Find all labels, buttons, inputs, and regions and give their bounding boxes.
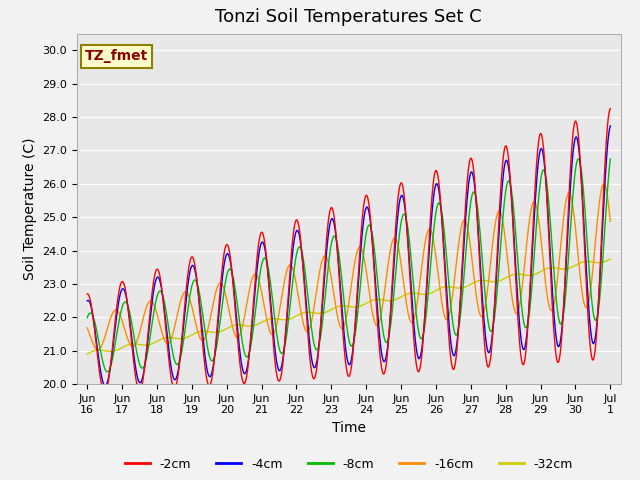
- Legend: -2cm, -4cm, -8cm, -16cm, -32cm: -2cm, -4cm, -8cm, -16cm, -32cm: [120, 453, 578, 476]
- X-axis label: Time: Time: [332, 421, 366, 435]
- Title: Tonzi Soil Temperatures Set C: Tonzi Soil Temperatures Set C: [216, 9, 482, 26]
- Text: TZ_fmet: TZ_fmet: [85, 49, 148, 63]
- Y-axis label: Soil Temperature (C): Soil Temperature (C): [22, 138, 36, 280]
